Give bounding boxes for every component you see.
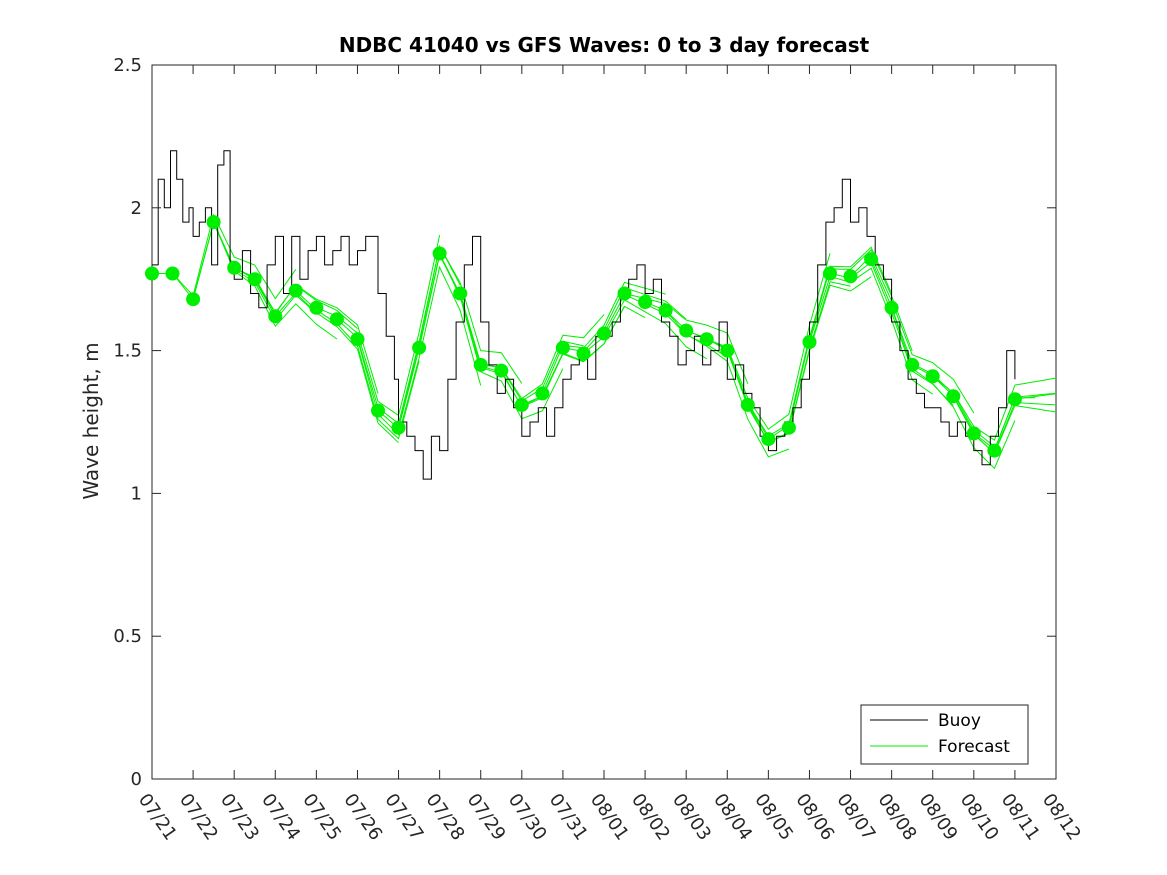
forecast-marker	[823, 266, 837, 281]
y-tick-label: 2	[131, 198, 142, 219]
forecast-marker	[268, 309, 283, 324]
y-axis-label: Wave height, m	[79, 342, 103, 499]
forecast-marker	[329, 312, 344, 327]
forecast-marker	[371, 403, 385, 418]
forecast-marker	[617, 286, 632, 301]
legend: Buoy Forecast	[860, 704, 1029, 765]
legend-buoy-label: Buoy	[938, 711, 981, 731]
y-tick-label: 1.5	[113, 341, 142, 362]
forecast-marker	[905, 357, 920, 372]
forecast-run-line	[993, 392, 1057, 451]
forecast-marker	[186, 292, 201, 307]
buoy-series	[152, 150, 1016, 480]
y-axis-ticks: 0 0.5 1 1.5 2 2.5	[113, 55, 1056, 790]
forecast-marker	[658, 303, 673, 318]
forecast-marker	[638, 295, 653, 309]
y-tick-label: 0	[131, 769, 142, 790]
forecast-marker	[946, 389, 961, 404]
forecast-marker	[720, 343, 735, 358]
forecast-marker	[227, 260, 242, 275]
forecast-marker	[1007, 392, 1022, 407]
buoy-line	[152, 150, 1016, 480]
forecast-marker	[740, 397, 755, 412]
legend-forecast-label: Forecast	[938, 737, 1010, 757]
forecast-marker	[165, 266, 180, 281]
forecast-markers	[145, 215, 1022, 458]
forecast-marker	[453, 286, 468, 301]
forecast-marker	[473, 357, 488, 372]
forecast-marker	[864, 252, 879, 267]
forecast-marker	[494, 363, 509, 378]
forecast-marker	[987, 443, 1002, 458]
forecast-marker	[514, 397, 529, 412]
forecast-marker	[145, 266, 159, 281]
forecast-marker	[412, 340, 427, 355]
y-tick-label: 2.5	[113, 55, 142, 76]
forecast-marker	[925, 369, 940, 384]
forecast-marker	[535, 386, 550, 401]
forecast-marker	[597, 326, 611, 341]
y-tick-label: 0.5	[113, 626, 142, 647]
forecast-marker	[247, 272, 262, 287]
forecast-marker	[802, 335, 817, 349]
y-tick-label: 1	[131, 483, 142, 504]
chart-title: NDBC 41040 vs GFS Waves: 0 to 3 day fore…	[339, 33, 870, 57]
forecast-marker	[350, 332, 365, 347]
forecast-marker	[206, 215, 221, 230]
forecast-marker	[843, 269, 858, 284]
forecast-marker	[966, 426, 981, 441]
forecast-marker	[781, 420, 796, 435]
forecast-marker	[288, 283, 303, 298]
forecast-marker	[679, 323, 694, 338]
plot-area	[151, 64, 1057, 780]
forecast-marker	[761, 432, 776, 447]
forecast-marker	[699, 332, 714, 347]
legend-box	[860, 704, 1029, 765]
forecast-marker	[555, 340, 570, 355]
forecast-marker	[309, 300, 324, 315]
forecast-marker	[576, 346, 591, 361]
forecast-marker	[432, 246, 447, 261]
forecast-marker	[884, 300, 899, 315]
forecast-marker	[391, 420, 406, 435]
